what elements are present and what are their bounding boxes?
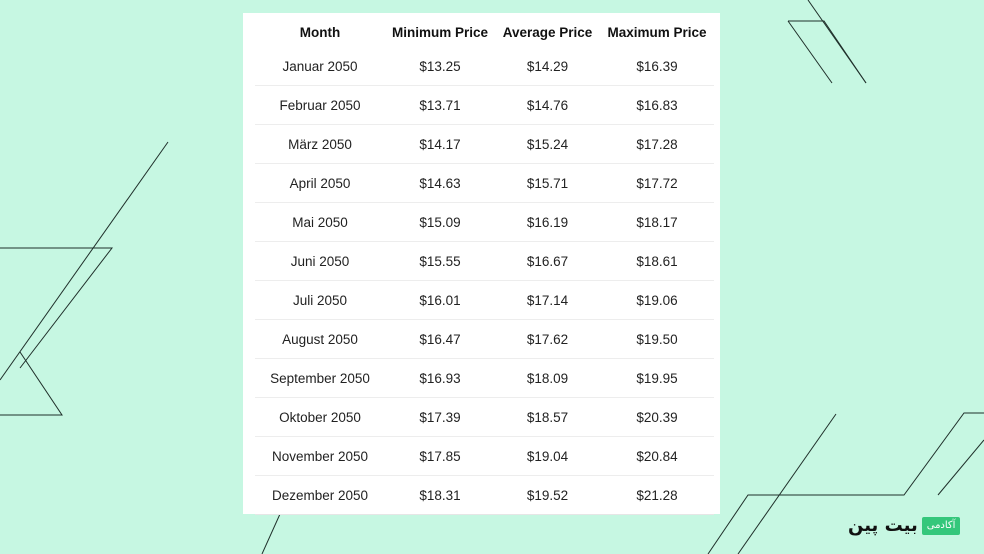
table-row: März 2050 $14.17 $15.24 $17.28 <box>255 124 714 164</box>
cell-min: $14.17 <box>385 124 495 164</box>
cell-min: $18.31 <box>385 475 495 515</box>
table-row: August 2050 $16.47 $17.62 $19.50 <box>255 319 714 359</box>
cell-min: $13.25 <box>385 47 495 86</box>
table-row: Mai 2050 $15.09 $16.19 $18.17 <box>255 202 714 242</box>
cell-avg: $18.57 <box>495 397 600 437</box>
cell-avg: $19.52 <box>495 475 600 515</box>
cell-max: $18.17 <box>600 202 714 242</box>
cell-max: $19.50 <box>600 319 714 359</box>
cell-avg: $16.19 <box>495 202 600 242</box>
cell-max: $17.28 <box>600 124 714 164</box>
cell-month: April 2050 <box>255 163 385 203</box>
cell-avg: $14.76 <box>495 85 600 125</box>
cell-min: $16.01 <box>385 280 495 320</box>
cell-month: November 2050 <box>255 436 385 476</box>
cell-month: August 2050 <box>255 319 385 359</box>
cell-min: $17.85 <box>385 436 495 476</box>
cell-avg: $15.71 <box>495 163 600 203</box>
cell-max: $20.84 <box>600 436 714 476</box>
cell-avg: $16.67 <box>495 241 600 281</box>
table-row: April 2050 $14.63 $15.71 $17.72 <box>255 163 714 203</box>
header-maximum-price: Maximum Price <box>607 24 707 40</box>
table-row: Dezember 2050 $18.31 $19.52 $21.28 <box>255 475 714 515</box>
cell-month: März 2050 <box>255 124 385 164</box>
cell-month: Januar 2050 <box>255 47 385 86</box>
cell-month: Juni 2050 <box>255 241 385 281</box>
cell-max: $16.83 <box>600 85 714 125</box>
cell-month: Oktober 2050 <box>255 397 385 437</box>
cell-max: $19.06 <box>600 280 714 320</box>
table-row: Juli 2050 $16.01 $17.14 $19.06 <box>255 280 714 320</box>
cell-min: $14.63 <box>385 163 495 203</box>
cell-avg: $17.62 <box>495 319 600 359</box>
cell-min: $15.09 <box>385 202 495 242</box>
cell-min: $13.71 <box>385 85 495 125</box>
table-row: Januar 2050 $13.25 $14.29 $16.39 <box>255 47 714 86</box>
cell-avg: $14.29 <box>495 47 600 86</box>
price-table: Month Minimum Price Average Price Maximu… <box>255 17 714 515</box>
cell-avg: $17.14 <box>495 280 600 320</box>
table-row: September 2050 $16.93 $18.09 $19.95 <box>255 358 714 398</box>
cell-month: Dezember 2050 <box>255 475 385 515</box>
cell-month: Juli 2050 <box>255 280 385 320</box>
cell-month: Mai 2050 <box>255 202 385 242</box>
table-header-row: Month Minimum Price Average Price Maximu… <box>255 17 714 47</box>
cell-max: $18.61 <box>600 241 714 281</box>
cell-min: $15.55 <box>385 241 495 281</box>
cell-max: $16.39 <box>600 47 714 86</box>
table-row: Februar 2050 $13.71 $14.76 $16.83 <box>255 85 714 125</box>
cell-max: $21.28 <box>600 475 714 515</box>
table-row: Juni 2050 $15.55 $16.67 $18.61 <box>255 241 714 281</box>
cell-max: $17.72 <box>600 163 714 203</box>
cell-min: $16.47 <box>385 319 495 359</box>
cell-avg: $15.24 <box>495 124 600 164</box>
cell-max: $19.95 <box>600 358 714 398</box>
cell-avg: $18.09 <box>495 358 600 398</box>
price-table-card: Month Minimum Price Average Price Maximu… <box>243 13 720 515</box>
cell-avg: $19.04 <box>495 436 600 476</box>
header-average-price: Average Price <box>502 24 593 40</box>
header-minimum-price: Minimum Price <box>391 24 489 40</box>
cell-month: Februar 2050 <box>255 85 385 125</box>
logo-badge: آکادمی <box>921 517 961 535</box>
logo-main-text: بیت پین <box>848 515 918 536</box>
header-month: Month <box>299 24 341 40</box>
cell-max: $20.39 <box>600 397 714 437</box>
cell-min: $16.93 <box>385 358 495 398</box>
cell-month: September 2050 <box>255 358 385 398</box>
table-row: Oktober 2050 $17.39 $18.57 $20.39 <box>255 397 714 437</box>
cell-min: $17.39 <box>385 397 495 437</box>
table-row: November 2050 $17.85 $19.04 $20.84 <box>255 436 714 476</box>
brand-logo: بیت پین آکادمی <box>848 514 961 538</box>
